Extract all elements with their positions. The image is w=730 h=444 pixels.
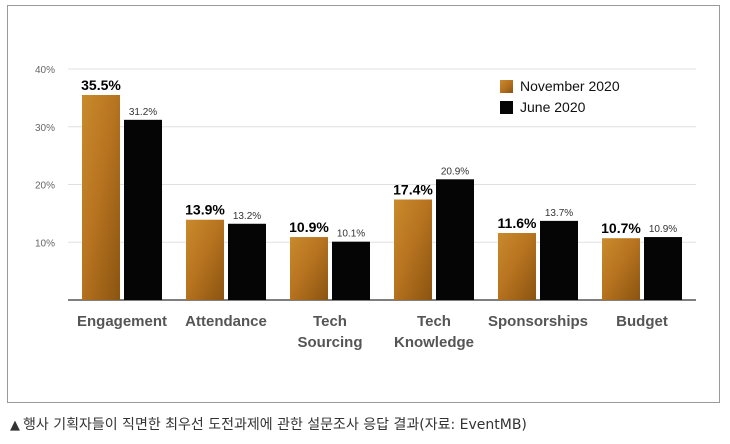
bar-june-2020 bbox=[124, 119, 162, 300]
bar-november-2020 bbox=[498, 233, 536, 300]
category-label: Sponsorships bbox=[488, 313, 588, 330]
category-label: Budget bbox=[616, 313, 668, 330]
bar-november-2020 bbox=[186, 219, 224, 300]
y-tick-label: 10% bbox=[35, 238, 55, 249]
bar-june-2020 bbox=[644, 237, 682, 300]
category-label: Tech bbox=[417, 313, 451, 330]
bar-chart: 10% 20% 30% 40% 35.5% 31.2% Engagement 13.9% 13… bbox=[35, 65, 696, 351]
chart-frame: 10% 20% 30% 40% 35.5% 31.2% Engagement 13.9% 13… bbox=[7, 5, 720, 403]
bar-june-2020 bbox=[332, 241, 370, 300]
caption-text: 행사 기획자들이 직면한 최우선 도전과제에 관한 설문조사 응답 결과(자료:… bbox=[23, 417, 527, 433]
y-tick-label: 40% bbox=[35, 65, 55, 76]
data-label: 13.9% bbox=[185, 202, 225, 218]
data-label: 20.9% bbox=[441, 166, 469, 177]
data-label: 13.2% bbox=[233, 211, 261, 222]
bar-june-2020 bbox=[228, 223, 266, 300]
category-label: Knowledge bbox=[394, 334, 474, 351]
data-label: 11.6% bbox=[498, 215, 537, 231]
data-label: 13.7% bbox=[545, 208, 573, 219]
legend-label: June 2020 bbox=[520, 99, 586, 115]
y-tick-label: 30% bbox=[35, 123, 55, 134]
data-label: 31.2% bbox=[129, 107, 157, 118]
bar-november-2020 bbox=[290, 237, 328, 300]
y-tick-label: 20% bbox=[35, 181, 55, 192]
legend-swatch bbox=[500, 101, 513, 114]
grid-layer: 10% 20% 30% 40% bbox=[35, 65, 696, 301]
figure-caption: ▲ 행사 기획자들이 직면한 최우선 도전과제에 관한 설문조사 응답 결과(자료… bbox=[10, 414, 527, 434]
bar-november-2020 bbox=[82, 94, 120, 300]
legend-label: November 2020 bbox=[520, 78, 620, 94]
triangle-marker: ▲ bbox=[10, 418, 20, 433]
bar-june-2020 bbox=[436, 179, 474, 300]
labels-layer: 35.5% 31.2% Engagement 13.9% 13.2% Attendance… bbox=[77, 77, 677, 351]
bar-november-2020 bbox=[602, 238, 640, 300]
data-label: 10.9% bbox=[649, 224, 677, 235]
data-label: 10.1% bbox=[337, 229, 365, 240]
legend-swatch bbox=[500, 80, 513, 93]
bars-layer bbox=[82, 94, 682, 300]
data-label: 10.9% bbox=[289, 219, 329, 235]
bar-november-2020 bbox=[394, 199, 432, 300]
category-label: Attendance bbox=[185, 313, 267, 330]
category-label: Sourcing bbox=[297, 334, 362, 351]
legend: November 2020 June 2020 bbox=[500, 78, 620, 115]
data-label: 10.7% bbox=[601, 220, 641, 236]
data-label: 35.5% bbox=[81, 77, 121, 93]
category-label: Engagement bbox=[77, 313, 167, 330]
data-label: 17.4% bbox=[393, 182, 433, 198]
category-label: Tech bbox=[313, 313, 347, 330]
bar-june-2020 bbox=[540, 220, 578, 300]
